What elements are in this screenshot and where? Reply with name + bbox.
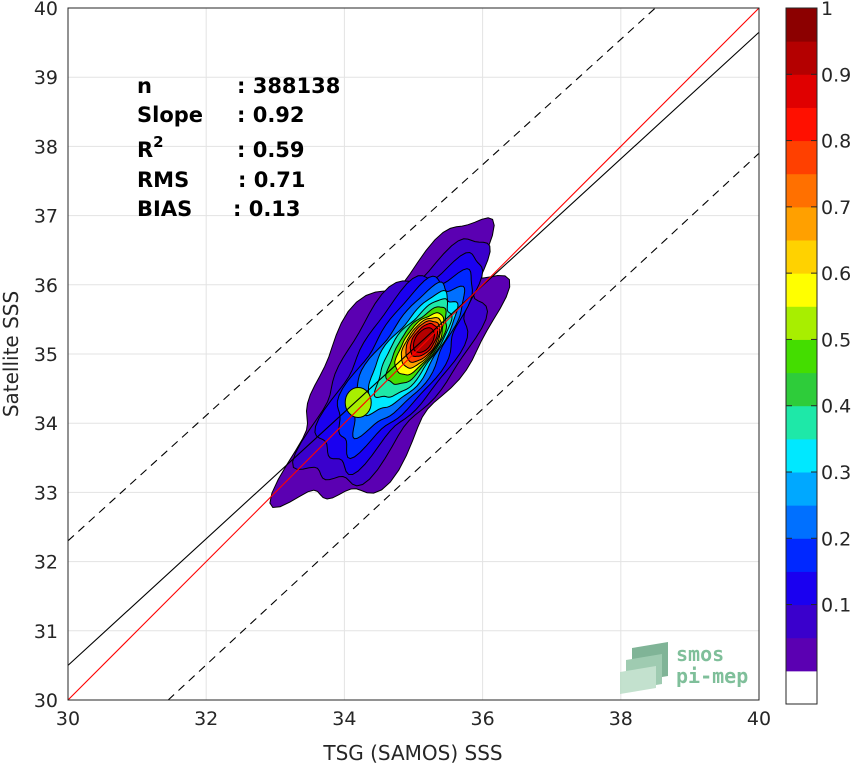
x-tick-label: 38 xyxy=(609,708,633,730)
colorbar-segment xyxy=(786,240,817,274)
logo-wave-icon xyxy=(620,642,668,694)
colorbar-segment xyxy=(786,107,817,142)
y-tick-label: 35 xyxy=(34,344,58,366)
stat-value: : 0.59 xyxy=(237,138,305,162)
y-tick-label: 34 xyxy=(34,413,58,435)
upper-bound-dashed-line xyxy=(67,7,656,542)
stat-value: : 0.92 xyxy=(237,103,305,127)
stat-label: BIAS xyxy=(137,197,192,221)
colorbar xyxy=(786,8,817,704)
colorbar-segment xyxy=(786,74,817,108)
colorbar-segment xyxy=(786,571,817,606)
colorbar-segment xyxy=(786,140,817,175)
y-tick-label: 37 xyxy=(34,206,58,228)
colorbar-segment xyxy=(786,472,817,506)
plot-frame xyxy=(67,7,760,701)
logo-text-line1: smos xyxy=(676,642,724,666)
colorbar-segment xyxy=(786,372,817,407)
y-axis-label: Satellite SSS xyxy=(0,291,23,417)
colorbar-segment xyxy=(786,8,817,42)
colorbar-segment xyxy=(786,306,817,340)
x-tick-label: 40 xyxy=(747,708,771,730)
colorbar-segment xyxy=(786,206,817,241)
colorbar-segment xyxy=(786,604,817,639)
y-tick-label: 30 xyxy=(34,690,58,712)
y-tick-label: 36 xyxy=(34,275,58,297)
stat-value: : 0.71 xyxy=(238,168,306,192)
logo-text-line2: pi-mep xyxy=(676,664,748,688)
colorbar-segment xyxy=(786,670,817,704)
colorbar-tick-labels: 0.1 0.2 0.3 0.4 0.5 0.6 0.7 0.8 0.9 1 xyxy=(786,0,851,617)
y-tick-label: 33 xyxy=(34,482,58,504)
stat-label: n xyxy=(137,74,152,98)
colorbar-segment xyxy=(786,405,817,440)
smos-pi-mep-logo: smos pi-mep xyxy=(620,642,748,694)
y-tick-label: 31 xyxy=(34,621,58,643)
stat-value: : 388138 xyxy=(237,74,340,98)
y-tick-labels: 30 31 32 33 34 35 36 37 38 39 40 xyxy=(34,0,58,712)
stat-label: RMS xyxy=(137,168,189,192)
density-contours xyxy=(269,217,511,509)
x-tick-label: 30 xyxy=(56,708,80,730)
colorbar-segment xyxy=(786,173,817,208)
colorbar-segment xyxy=(786,505,817,539)
colorbar-tick-label: 0.5 xyxy=(821,329,851,351)
colorbar-tick-label: 0.6 xyxy=(821,263,851,285)
colorbar-tick-label: 0.8 xyxy=(821,131,851,153)
colorbar-segment xyxy=(786,438,817,473)
y-tick-label: 39 xyxy=(34,67,58,89)
colorbar-segment xyxy=(786,339,817,374)
stat-label: Slope xyxy=(137,103,203,127)
x-tick-label: 34 xyxy=(332,708,356,730)
colorbar-segment xyxy=(786,538,817,572)
y-tick-label: 38 xyxy=(34,136,58,158)
colorbar-tick-label: 0.9 xyxy=(821,64,851,86)
x-tick-labels: 30 32 34 36 38 40 xyxy=(56,708,771,730)
stat-superscript: 2 xyxy=(153,133,163,151)
colorbar-segment xyxy=(786,41,817,75)
colorbar-frame xyxy=(785,7,818,705)
colorbar-segment xyxy=(786,637,817,672)
colorbar-tick-label: 0.1 xyxy=(821,595,851,617)
colorbar-tick-label: 0.4 xyxy=(821,396,851,418)
y-tick-label: 32 xyxy=(34,552,58,574)
regression-fit-line xyxy=(67,31,760,666)
colorbar-tick-label: 0.2 xyxy=(821,528,851,550)
density-secondary-peak xyxy=(344,386,372,418)
y-tick-label: 40 xyxy=(34,0,58,20)
colorbar-tick-label: 1 xyxy=(821,0,833,20)
x-tick-label: 32 xyxy=(194,708,218,730)
reference-lines xyxy=(67,7,760,701)
colorbar-tick-label: 0.7 xyxy=(821,197,851,219)
colorbar-segment xyxy=(786,273,817,307)
x-tick-label: 36 xyxy=(471,708,495,730)
x-axis-label: TSG (SAMOS) SSS xyxy=(322,741,502,765)
stat-value: : 0.13 xyxy=(233,197,301,221)
identity-line xyxy=(67,7,760,701)
colorbar-tick-label: 0.3 xyxy=(821,462,851,484)
